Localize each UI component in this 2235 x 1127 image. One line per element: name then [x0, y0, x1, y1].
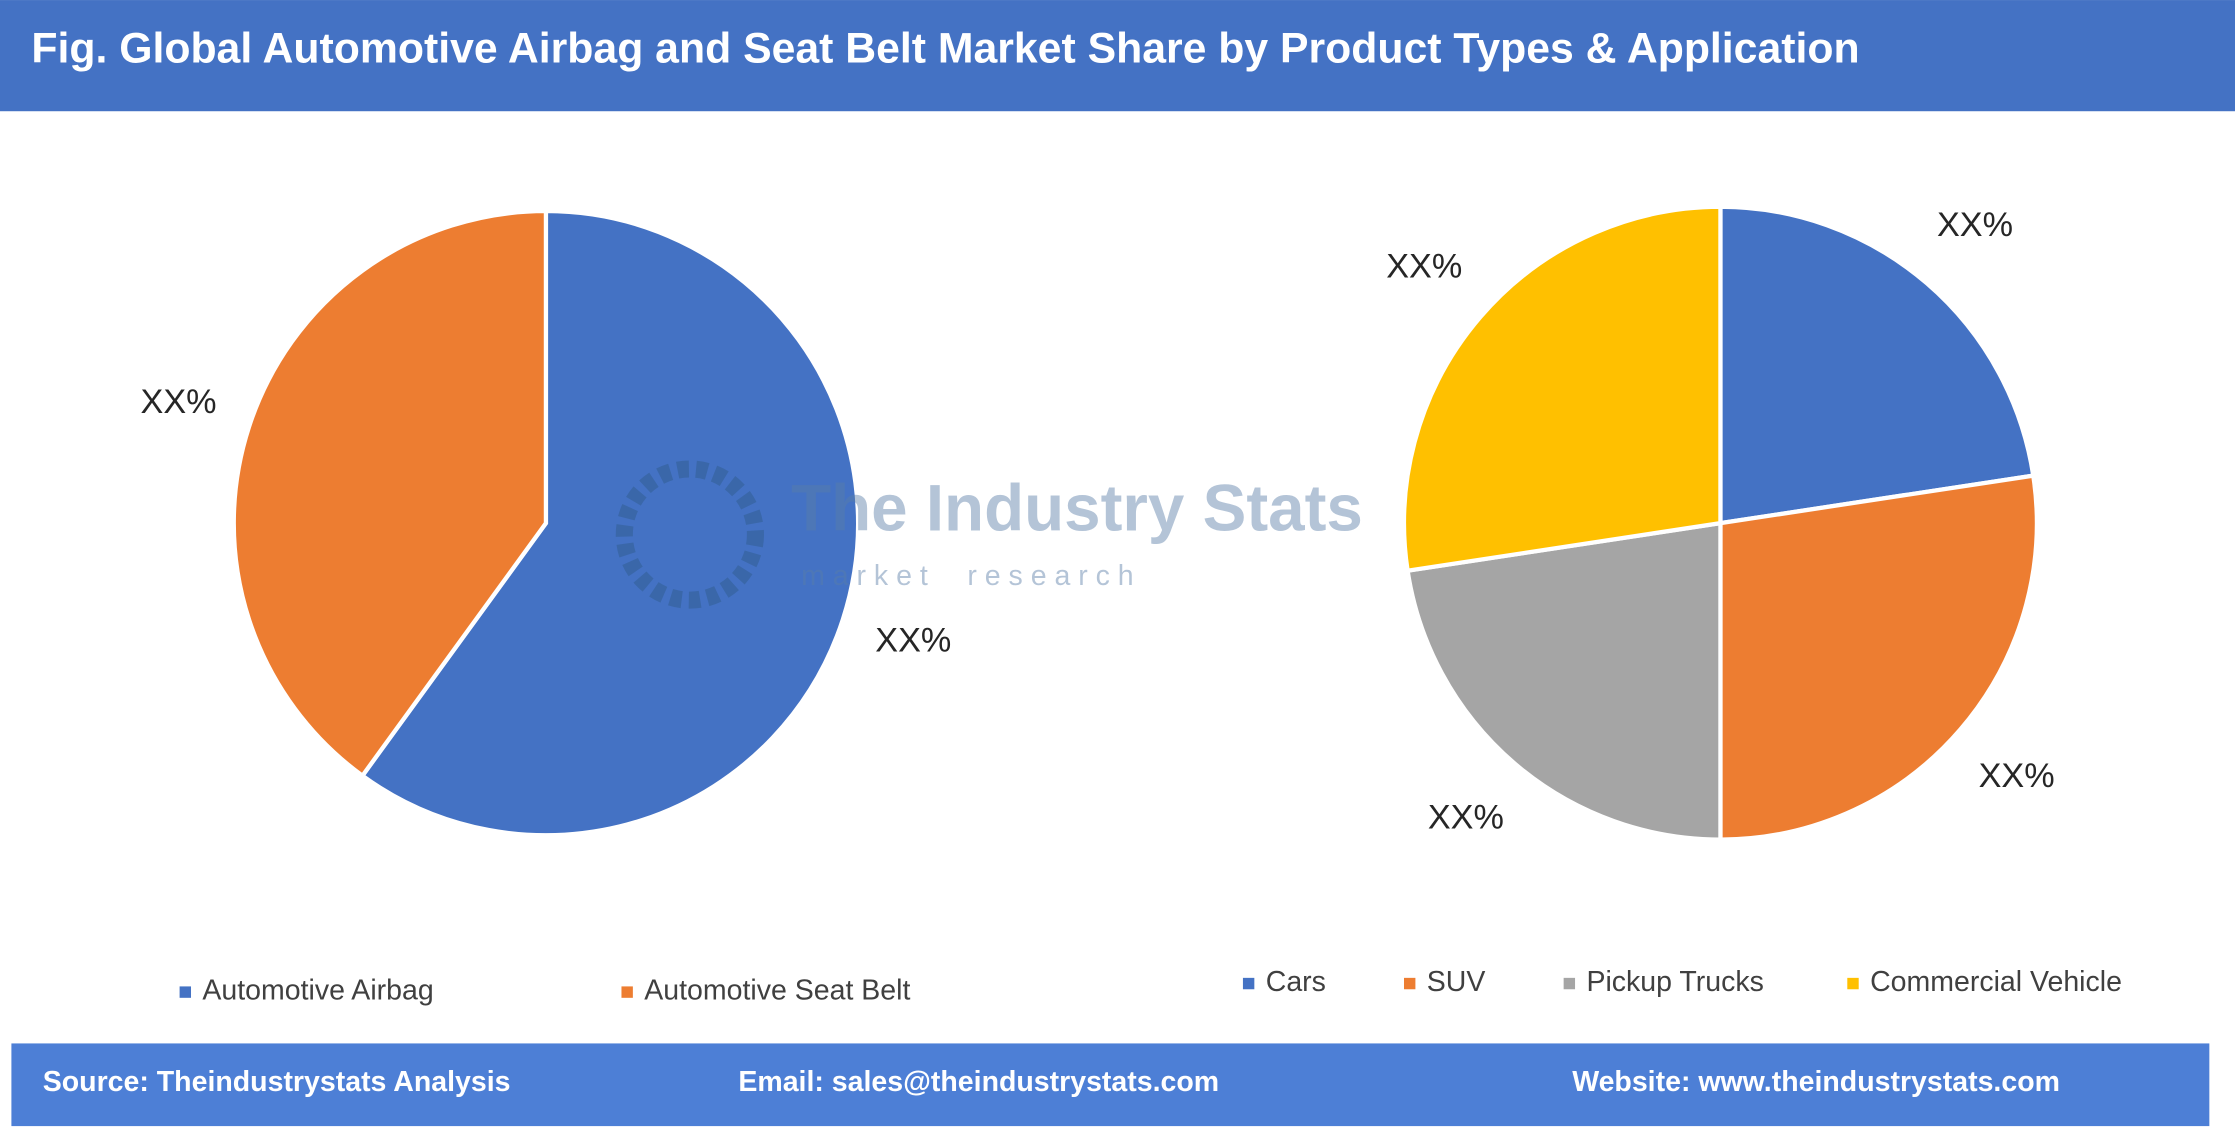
data-label: XX% — [1386, 248, 1462, 286]
pie-slice — [231, 208, 549, 779]
legend-label: Cars — [1266, 966, 1326, 998]
watermark-name: The Industry Stats — [791, 471, 1363, 544]
legend-swatch — [1242, 977, 1255, 990]
pie-slice — [1405, 520, 1723, 842]
legend-label: Automotive Airbag — [202, 975, 433, 1007]
legend-label: Automotive Seat Belt — [644, 975, 910, 1007]
header-bar — [0, 0, 2235, 112]
legend-swatch — [179, 986, 192, 998]
data-label: XX% — [875, 622, 951, 660]
pie-slice — [1718, 204, 2036, 526]
legend-label: Pickup Trucks — [1586, 966, 1763, 998]
footer-source: Source: Theindustrystats Analysis — [43, 1066, 511, 1098]
pie-slice — [359, 208, 861, 838]
legend-swatch — [621, 986, 633, 998]
watermark-logo — [615, 460, 765, 609]
data-label: XX% — [1979, 757, 2055, 795]
legend-label: Commercial Vehicle — [1870, 966, 2122, 998]
data-label: XX% — [1428, 798, 1504, 836]
legend-swatch — [1563, 977, 1576, 990]
legend-swatch — [1847, 977, 1859, 990]
pie-slice — [1401, 204, 1723, 574]
watermark-tagline: m a r k e t r e s e a r c h — [801, 560, 1134, 592]
data-label: XX% — [1937, 206, 2013, 244]
footer-email: Email: sales@theindustrystats.com — [738, 1066, 1219, 1098]
data-label: XX% — [141, 383, 217, 421]
pies: XX% Automotive Airbag XX% Automotive Seat B… — [141, 204, 2122, 1007]
footer-bar — [11, 1043, 2210, 1127]
legend-swatch — [1404, 977, 1416, 990]
chart-title: Fig. Global Automotive Airbag and Seat B… — [31, 25, 1859, 73]
legend-label: SUV — [1427, 966, 1486, 998]
footer-website: Website: www.theindustrystats.com — [1572, 1066, 2060, 1098]
watermark: The Industry Stats m a r k e t r e s e a… — [615, 460, 1363, 609]
pie-slice — [1718, 473, 2039, 842]
